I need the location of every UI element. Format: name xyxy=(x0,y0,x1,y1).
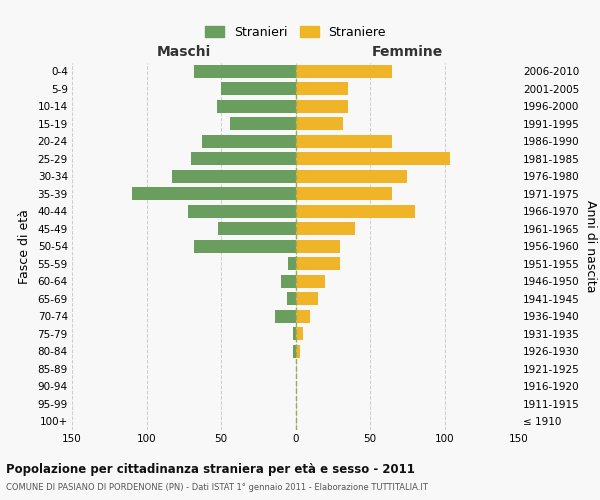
Text: Femmine: Femmine xyxy=(371,45,443,59)
Bar xyxy=(275,310,296,322)
Bar xyxy=(296,292,318,305)
Bar xyxy=(296,82,347,95)
Bar xyxy=(293,328,296,340)
Text: Popolazione per cittadinanza straniera per età e sesso - 2011: Popolazione per cittadinanza straniera p… xyxy=(6,462,415,475)
Bar xyxy=(296,258,340,270)
Bar xyxy=(293,345,296,358)
Y-axis label: Fasce di età: Fasce di età xyxy=(17,209,31,284)
Bar xyxy=(230,118,296,130)
Bar xyxy=(218,222,296,235)
Text: COMUNE DI PASIANO DI PORDENONE (PN) - Dati ISTAT 1° gennaio 2011 - Elaborazione : COMUNE DI PASIANO DI PORDENONE (PN) - Da… xyxy=(6,484,428,492)
Bar xyxy=(296,240,340,252)
Bar xyxy=(194,65,296,78)
Bar xyxy=(287,292,296,305)
Bar xyxy=(296,100,347,112)
Legend: Stranieri, Straniere: Stranieri, Straniere xyxy=(200,21,391,44)
Bar xyxy=(296,275,325,287)
Text: Maschi: Maschi xyxy=(157,45,211,59)
Bar xyxy=(131,188,296,200)
Bar xyxy=(296,328,303,340)
Bar xyxy=(202,135,296,147)
Bar xyxy=(221,82,296,95)
Bar xyxy=(296,135,392,147)
Bar xyxy=(188,205,296,218)
Bar xyxy=(296,118,343,130)
Bar xyxy=(172,170,296,182)
Y-axis label: Anni di nascita: Anni di nascita xyxy=(584,200,596,292)
Bar xyxy=(296,222,355,235)
Bar xyxy=(191,152,296,165)
Bar xyxy=(296,65,392,78)
Bar xyxy=(281,275,296,287)
Bar xyxy=(288,258,296,270)
Bar xyxy=(217,100,296,112)
Bar xyxy=(296,345,300,358)
Bar xyxy=(296,188,392,200)
Bar xyxy=(296,205,415,218)
Bar xyxy=(296,152,451,165)
Bar xyxy=(296,170,407,182)
Bar xyxy=(296,310,310,322)
Bar xyxy=(194,240,296,252)
